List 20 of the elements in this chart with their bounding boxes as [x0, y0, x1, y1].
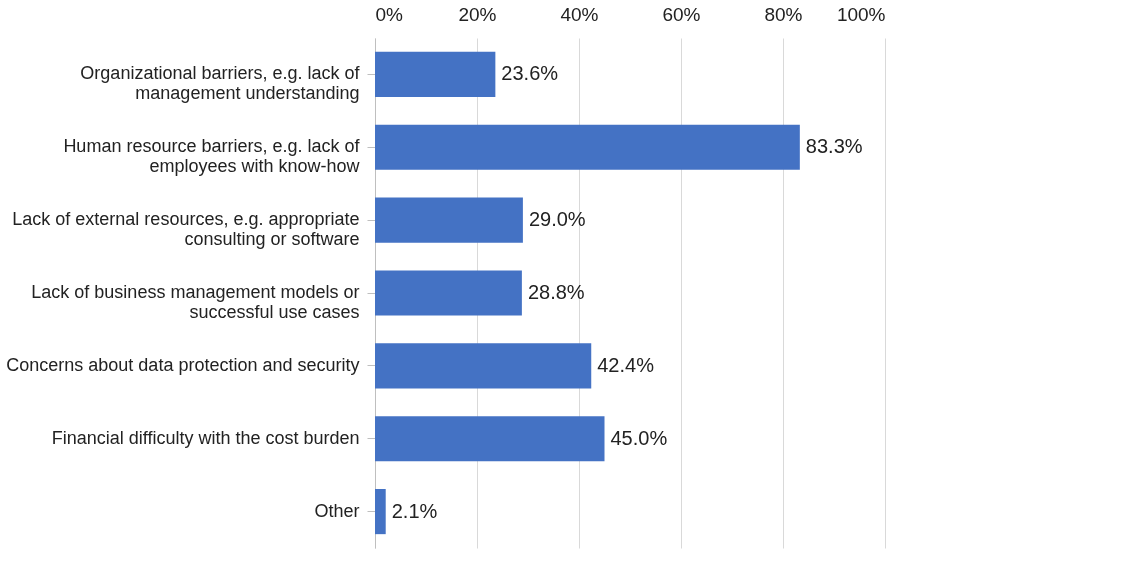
- x-tick-label: 100%: [836, 3, 886, 25]
- y-tick-label: Lack of external resources, e.g. appropriate consulting or software: [12, 209, 360, 250]
- x-tick-label: 40%: [560, 3, 599, 25]
- x-tick-label: 20%: [458, 3, 497, 25]
- y-tick-label: Lack of business management models or successful use cases: [31, 282, 360, 322]
- y-tick-label: Concerns about data protection and security: [6, 354, 360, 375]
- y-tick-label: Financial difficulty with the cost burden: [51, 427, 360, 448]
- x-tick-label: 60%: [662, 3, 701, 25]
- data-label: 29.0%: [528, 208, 586, 231]
- data-label: 23.6%: [501, 62, 559, 85]
- x-tick-label: 0%: [375, 3, 404, 25]
- data-label: 42.4%: [597, 353, 655, 376]
- data-label: 2.1%: [391, 499, 438, 522]
- x-tick-label: 80%: [764, 3, 803, 25]
- y-tick-label: Organizational barriers, e.g. lack of management understanding: [80, 63, 361, 104]
- y-tick-label: Other: [314, 500, 360, 521]
- data-label: 28.8%: [527, 281, 585, 303]
- data-label: 45.0%: [610, 426, 668, 449]
- data-label: 83.3%: [805, 135, 863, 158]
- y-tick-label: Human resource barriers, e.g. lack of employees with know-how: [63, 136, 361, 177]
